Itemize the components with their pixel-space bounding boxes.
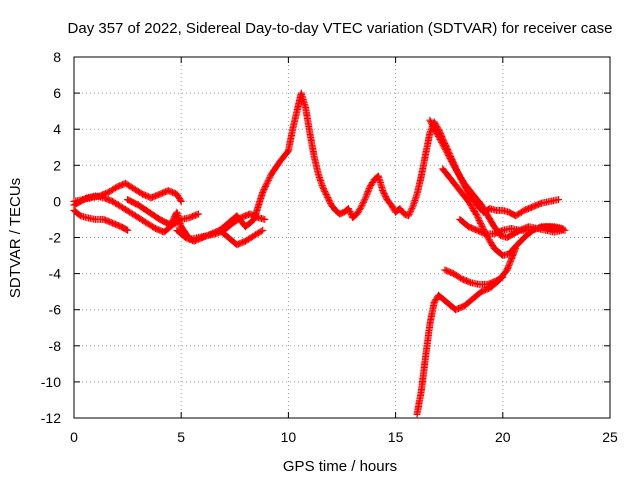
y-tick-label: 8 [53,49,61,65]
series-markers [173,226,267,249]
series-arc-2 [70,206,132,234]
y-tick-label: -6 [49,302,62,318]
series-markers [216,89,562,234]
chart-title: Day 357 of 2022, Sidereal Day-to-day VTE… [68,20,613,37]
y-tick-label: 2 [53,157,61,173]
x-tick-label: 5 [177,429,185,445]
y-tick-label: 4 [53,121,61,137]
y-tick-label: -12 [41,410,61,426]
series-markers [456,215,567,238]
x-axis-label: GPS time / hours [283,458,397,475]
series-arc-10 [413,244,520,418]
x-tick-label: 0 [70,429,78,445]
x-tick-label: 20 [495,429,511,445]
series-markers [441,266,507,288]
y-tick-label: 0 [53,193,61,209]
x-tick-label: 15 [388,429,404,445]
x-tick-label: 25 [602,429,618,445]
y-tick-label: -10 [41,374,61,390]
y-tick-label: -8 [49,338,62,354]
series-arc-5 [173,226,267,249]
series-arc-9 [456,215,567,238]
series-arc-11 [441,266,507,288]
x-tick-label: 10 [281,429,297,445]
y-tick-label: -2 [49,230,62,246]
axis-ticks: 0 5 10 15 20 25 -12 -10 -8 -6 -4 -2 0 2 4 6 8 [41,49,618,445]
data-series [70,89,569,418]
grid-lines [74,57,610,418]
y-tick-label: -4 [49,266,62,282]
series-markers [413,244,520,418]
y-axis-label: SDTVAR / TECUs [7,178,24,298]
y-tick-label: 6 [53,85,61,101]
series-arc-6 [216,89,562,234]
series-markers [70,206,132,234]
